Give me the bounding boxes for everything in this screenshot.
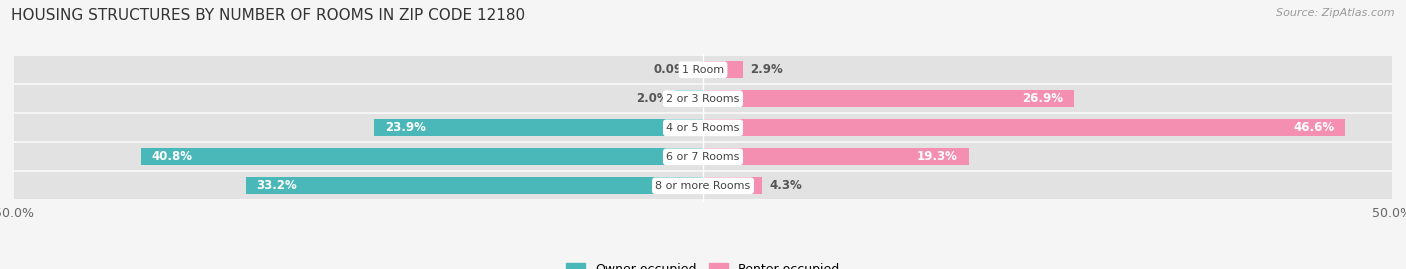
Text: 46.6%: 46.6% xyxy=(1294,121,1334,134)
Bar xyxy=(675,90,703,108)
Bar xyxy=(246,177,703,194)
Text: 2.0%: 2.0% xyxy=(636,92,669,105)
Text: 1 Room: 1 Room xyxy=(682,65,724,75)
Text: 26.9%: 26.9% xyxy=(1022,92,1063,105)
Bar xyxy=(703,114,1392,141)
Bar xyxy=(703,119,1346,136)
Bar xyxy=(703,86,1392,112)
Bar xyxy=(14,86,703,112)
Bar xyxy=(703,90,1074,108)
Bar xyxy=(703,143,1392,170)
Text: HOUSING STRUCTURES BY NUMBER OF ROOMS IN ZIP CODE 12180: HOUSING STRUCTURES BY NUMBER OF ROOMS IN… xyxy=(11,8,526,23)
Bar xyxy=(14,143,703,170)
Bar xyxy=(703,148,969,165)
Bar xyxy=(703,172,1392,199)
Bar xyxy=(14,56,703,83)
Text: 8 or more Rooms: 8 or more Rooms xyxy=(655,181,751,191)
Bar xyxy=(374,119,703,136)
Bar xyxy=(703,177,762,194)
Text: 4 or 5 Rooms: 4 or 5 Rooms xyxy=(666,123,740,133)
Text: 33.2%: 33.2% xyxy=(256,179,297,192)
Text: 6 or 7 Rooms: 6 or 7 Rooms xyxy=(666,152,740,162)
Text: 23.9%: 23.9% xyxy=(385,121,426,134)
Text: 2 or 3 Rooms: 2 or 3 Rooms xyxy=(666,94,740,104)
Bar xyxy=(703,56,1392,83)
Text: 40.8%: 40.8% xyxy=(152,150,193,163)
Bar xyxy=(703,61,742,79)
Bar xyxy=(14,114,703,141)
Text: 4.3%: 4.3% xyxy=(769,179,801,192)
Text: 2.9%: 2.9% xyxy=(749,63,783,76)
Text: Source: ZipAtlas.com: Source: ZipAtlas.com xyxy=(1277,8,1395,18)
Bar xyxy=(141,148,703,165)
Text: 19.3%: 19.3% xyxy=(917,150,957,163)
Bar xyxy=(14,172,703,199)
Legend: Owner-occupied, Renter-occupied: Owner-occupied, Renter-occupied xyxy=(561,258,845,269)
Text: 0.09%: 0.09% xyxy=(654,63,695,76)
